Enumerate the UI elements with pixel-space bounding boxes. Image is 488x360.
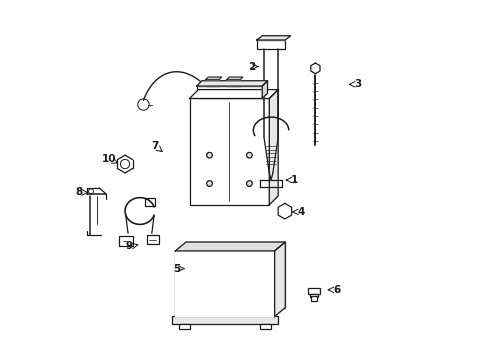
Circle shape xyxy=(246,181,252,186)
Circle shape xyxy=(88,189,93,194)
Polygon shape xyxy=(185,242,285,307)
Bar xyxy=(171,316,278,324)
Bar xyxy=(175,251,274,316)
Text: 6: 6 xyxy=(332,285,340,295)
Text: 2: 2 xyxy=(247,62,255,72)
Text: 7: 7 xyxy=(151,141,159,151)
Polygon shape xyxy=(256,36,290,40)
Circle shape xyxy=(280,207,288,215)
Text: 3: 3 xyxy=(354,79,361,89)
Circle shape xyxy=(246,152,252,158)
Text: 4: 4 xyxy=(297,207,305,217)
Circle shape xyxy=(138,99,149,110)
Polygon shape xyxy=(175,242,285,251)
Polygon shape xyxy=(274,242,285,316)
Polygon shape xyxy=(226,77,243,80)
Bar xyxy=(119,236,133,246)
Bar xyxy=(271,302,282,309)
Text: 10: 10 xyxy=(102,154,116,165)
Bar xyxy=(146,235,159,244)
Bar xyxy=(179,324,189,329)
Bar xyxy=(307,288,319,294)
Polygon shape xyxy=(175,251,274,316)
Bar xyxy=(309,294,317,297)
Circle shape xyxy=(206,152,212,158)
Text: 5: 5 xyxy=(173,264,181,274)
Bar xyxy=(144,198,155,206)
Text: 1: 1 xyxy=(290,175,297,185)
Bar xyxy=(226,80,240,86)
Ellipse shape xyxy=(213,301,229,311)
Text: 9: 9 xyxy=(125,240,133,251)
Polygon shape xyxy=(310,63,319,74)
Ellipse shape xyxy=(185,301,201,311)
Polygon shape xyxy=(269,90,278,205)
Polygon shape xyxy=(189,90,278,99)
Bar xyxy=(310,296,316,301)
Bar xyxy=(196,86,262,99)
Bar xyxy=(205,80,219,86)
Polygon shape xyxy=(278,203,291,219)
Text: 8: 8 xyxy=(75,188,82,197)
Bar xyxy=(260,324,270,329)
Polygon shape xyxy=(262,81,267,99)
Bar xyxy=(189,99,269,205)
Bar xyxy=(256,40,285,49)
Polygon shape xyxy=(196,81,267,86)
Polygon shape xyxy=(205,77,221,80)
Circle shape xyxy=(120,159,129,168)
Circle shape xyxy=(206,181,212,186)
